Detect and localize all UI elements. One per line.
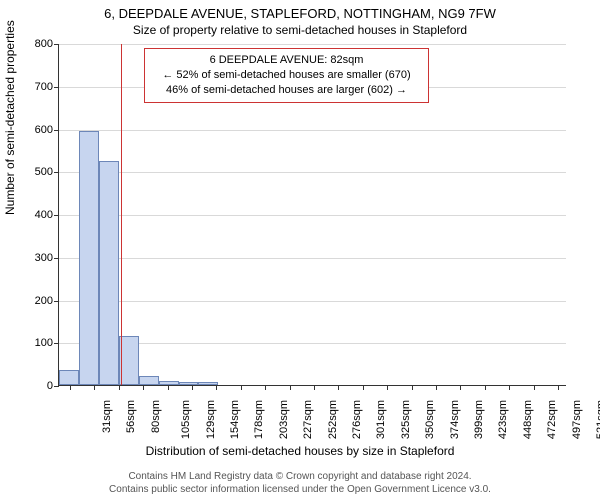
x-tick — [290, 385, 291, 390]
histogram-bar — [198, 382, 218, 385]
x-tick-label: 521sqm — [595, 400, 600, 439]
x-tick-label: 154sqm — [229, 400, 241, 439]
x-tick — [241, 385, 242, 390]
x-tick-label: 448sqm — [522, 400, 534, 439]
grid-line — [59, 301, 566, 302]
y-tick-label: 400 — [19, 209, 53, 221]
x-tick — [70, 385, 71, 390]
x-tick — [412, 385, 413, 390]
x-tick — [460, 385, 461, 390]
y-tick-label: 300 — [19, 252, 53, 264]
title-subtitle: Size of property relative to semi-detach… — [0, 23, 600, 37]
x-tick-label: 252sqm — [327, 400, 339, 439]
x-tick — [192, 385, 193, 390]
x-tick — [168, 385, 169, 390]
x-tick-label: 350sqm — [424, 400, 436, 439]
y-axis-title: Number of semi-detached properties — [3, 20, 17, 215]
x-tick — [509, 385, 510, 390]
x-tick — [436, 385, 437, 390]
x-tick-label: 374sqm — [449, 400, 461, 439]
histogram-bar — [139, 376, 159, 385]
x-tick — [265, 385, 266, 390]
x-tick — [485, 385, 486, 390]
x-tick-label: 56sqm — [125, 400, 137, 433]
y-tick-label: 200 — [19, 295, 53, 307]
x-tick-label: 178sqm — [254, 400, 266, 439]
x-tick — [338, 385, 339, 390]
histogram-bar — [159, 381, 179, 385]
x-tick — [216, 385, 217, 390]
grid-line — [59, 130, 566, 131]
footer-attribution: Contains HM Land Registry data © Crown c… — [0, 470, 600, 496]
grid-line — [59, 172, 566, 173]
histogram-bar — [179, 382, 199, 385]
footer-line-1: Contains HM Land Registry data © Crown c… — [0, 470, 600, 483]
chart-titles: 6, DEEPDALE AVENUE, STAPLEFORD, NOTTINGH… — [0, 0, 600, 37]
x-tick-label: 129sqm — [205, 400, 217, 439]
grid-line — [59, 258, 566, 259]
y-tick-label: 800 — [19, 38, 53, 50]
x-tick-label: 399sqm — [473, 400, 485, 439]
x-tick-label: 301sqm — [376, 400, 388, 439]
x-tick-label: 497sqm — [571, 400, 583, 439]
x-tick — [363, 385, 364, 390]
histogram-bar — [79, 131, 99, 385]
x-tick — [143, 385, 144, 390]
x-tick-label: 105sqm — [180, 400, 192, 439]
x-tick-label: 472sqm — [546, 400, 558, 439]
x-tick — [558, 385, 559, 390]
x-tick-label: 227sqm — [302, 400, 314, 439]
x-tick — [534, 385, 535, 390]
x-tick-label: 80sqm — [150, 400, 162, 433]
footer-line-2: Contains public sector information licen… — [0, 483, 600, 496]
x-tick — [314, 385, 315, 390]
y-tick — [54, 386, 59, 387]
y-tick-label: 600 — [19, 124, 53, 136]
grid-line — [59, 215, 566, 216]
histogram-bar — [99, 161, 119, 385]
histogram-bar — [59, 370, 79, 385]
x-tick-label: 203sqm — [278, 400, 290, 439]
x-tick — [94, 385, 95, 390]
annotation-line: 6 DEEPDALE AVENUE: 82sqm — [151, 53, 422, 68]
x-tick-label: 31sqm — [101, 400, 113, 433]
annotation-box: 6 DEEPDALE AVENUE: 82sqm← 52% of semi-de… — [144, 48, 429, 103]
x-tick-label: 276sqm — [351, 400, 363, 439]
y-tick-label: 700 — [19, 81, 53, 93]
x-tick-label: 423sqm — [498, 400, 510, 439]
reference-line — [121, 44, 122, 385]
y-tick-label: 500 — [19, 166, 53, 178]
x-axis-title: Distribution of semi-detached houses by … — [0, 444, 600, 458]
x-tick — [119, 385, 120, 390]
y-tick-label: 100 — [19, 337, 53, 349]
annotation-line: ← 52% of semi-detached houses are smalle… — [151, 68, 422, 83]
title-address: 6, DEEPDALE AVENUE, STAPLEFORD, NOTTINGH… — [0, 6, 600, 21]
x-tick — [387, 385, 388, 390]
x-tick-label: 325sqm — [400, 400, 412, 439]
annotation-line: 46% of semi-detached houses are larger (… — [151, 83, 422, 98]
grid-line — [59, 44, 566, 45]
plot-area: 010020030040050060070080031sqm56sqm80sqm… — [58, 44, 566, 386]
y-tick-label: 0 — [19, 380, 53, 392]
